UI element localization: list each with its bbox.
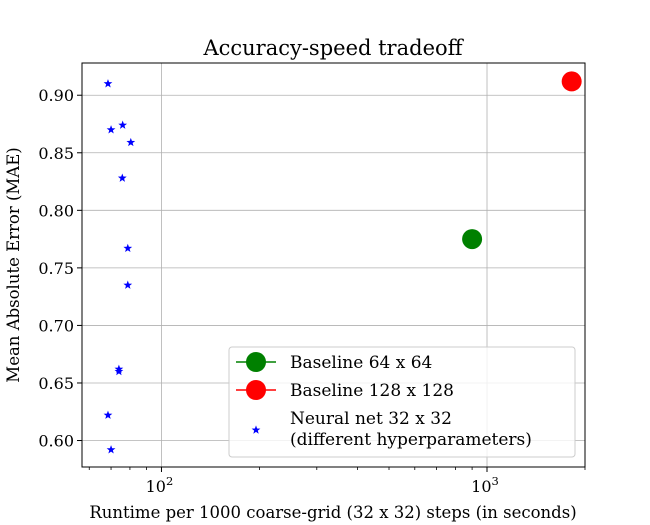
- data-point-circle: [561, 71, 582, 92]
- legend-circle-marker: [246, 380, 266, 400]
- legend-entry-neural-net: Neural net 32 x 32 (different hyperparam…: [251, 409, 532, 450]
- y-tick-label: 0.70: [38, 316, 74, 335]
- data-point-star: [103, 410, 113, 419]
- grid-lines: [82, 63, 585, 467]
- data-point-star: [123, 243, 133, 253]
- data-point-star: [103, 79, 113, 88]
- y-tick-label: 0.75: [38, 259, 74, 278]
- chart-title: Accuracy-speed tradeoff: [202, 36, 464, 60]
- y-tick-label: 0.90: [38, 86, 74, 105]
- y-tick-label: 0.60: [38, 432, 74, 451]
- data-point-star: [123, 280, 133, 289]
- legend-star-marker: [251, 425, 261, 434]
- legend-circle-marker: [246, 352, 266, 372]
- data-point-star: [106, 445, 116, 454]
- data-point-star: [106, 125, 116, 134]
- legend-label: Neural net 32 x 32: [290, 409, 452, 429]
- y-tick-label: 0.65: [38, 374, 74, 393]
- x-tick-label-exponent: 3: [492, 474, 499, 488]
- axis-ticks: 0.60 0.65 0.70 0.75 0.80 0.85 0.90 102 103: [38, 86, 586, 496]
- legend-entry-baseline-64: Baseline 64 x 64: [236, 352, 432, 373]
- plot-marks: [103, 71, 582, 454]
- data-point-star: [117, 173, 127, 182]
- y-tick-label: 0.85: [38, 144, 74, 163]
- plot-frame: [81, 62, 586, 468]
- x-tick-label-exponent: 2: [166, 474, 173, 488]
- legend-label: Baseline 128 x 128: [290, 381, 454, 401]
- x-axis-label: Runtime per 1000 coarse-grid (32 x 32) s…: [89, 503, 576, 522]
- data-point-circle: [462, 229, 483, 250]
- legend-box: [228, 346, 576, 458]
- data-point-star: [114, 366, 124, 376]
- legend-entry-baseline-128: Baseline 128 x 128: [236, 380, 454, 401]
- x-tick-label: 102: [146, 474, 174, 496]
- y-tick-label: 0.80: [38, 201, 74, 220]
- data-point-star: [118, 120, 128, 129]
- legend-label: Baseline 64 x 64: [290, 353, 432, 373]
- data-point-star: [126, 137, 136, 147]
- legend: Baseline 64 x 64 Baseline 128 x 128 Neur…: [228, 346, 576, 458]
- legend-label-line2: (different hyperparameters): [290, 430, 532, 450]
- y-axis-label: Mean Absolute Error (MAE): [4, 147, 23, 382]
- x-tick-label: 103: [471, 474, 499, 496]
